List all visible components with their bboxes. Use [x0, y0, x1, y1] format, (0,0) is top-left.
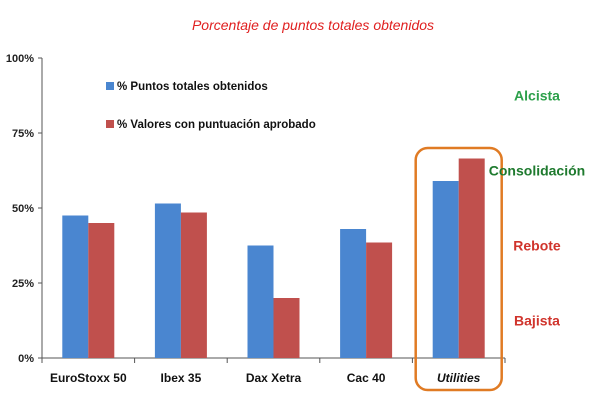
bar-valores: [180, 212, 207, 358]
annotation-label: Rebote: [513, 238, 561, 254]
utilities-highlight-box: [414, 146, 503, 392]
legend-swatch: [106, 120, 114, 128]
legend-swatch: [106, 82, 114, 90]
bar-valores: [273, 298, 300, 358]
y-tick-label: 100%: [6, 53, 34, 65]
chart-axes: 0% 25% 50% 75% 100%: [6, 53, 506, 365]
annotation-label: Alcista: [514, 88, 560, 104]
highlight-box: [414, 146, 503, 392]
bar-valores: [458, 158, 485, 358]
bar-puntos: [154, 203, 181, 358]
bar-puntos: [62, 215, 89, 358]
x-category-label: Utilities: [437, 371, 481, 385]
chart-title: Porcentaje de puntos totales obtenidos: [192, 17, 434, 33]
annotation-label: Consolidación: [489, 163, 585, 179]
x-category-label: Ibex 35: [161, 371, 202, 385]
bars: [62, 158, 485, 358]
y-tick-label: 25%: [12, 278, 34, 290]
bar-puntos: [247, 245, 274, 358]
legend-label: % Valores con puntuación aprobado: [117, 119, 316, 131]
category-labels: EuroStoxx 50 Ibex 35 Dax Xetra Cac 40 Utilit…: [50, 371, 481, 385]
y-tick-label: 0%: [18, 353, 34, 365]
trend-annotations: Alcista Consolidación Rebote Bajista: [489, 88, 585, 329]
bar-puntos: [340, 229, 367, 358]
annotation-label: Bajista: [514, 313, 560, 329]
y-tick-label: 75%: [12, 128, 34, 140]
x-category-label: Cac 40: [347, 371, 386, 385]
x-category-label: EuroStoxx 50: [50, 371, 127, 385]
x-category-label: Dax Xetra: [246, 371, 302, 385]
y-tick-label: 50%: [12, 203, 34, 215]
bar-puntos: [432, 181, 459, 358]
bar-valores: [88, 223, 115, 358]
bar-valores: [366, 242, 393, 358]
legend: % Puntos totales obtenidos % Valores con …: [106, 81, 316, 131]
legend-label: % Puntos totales obtenidos: [117, 81, 268, 93]
